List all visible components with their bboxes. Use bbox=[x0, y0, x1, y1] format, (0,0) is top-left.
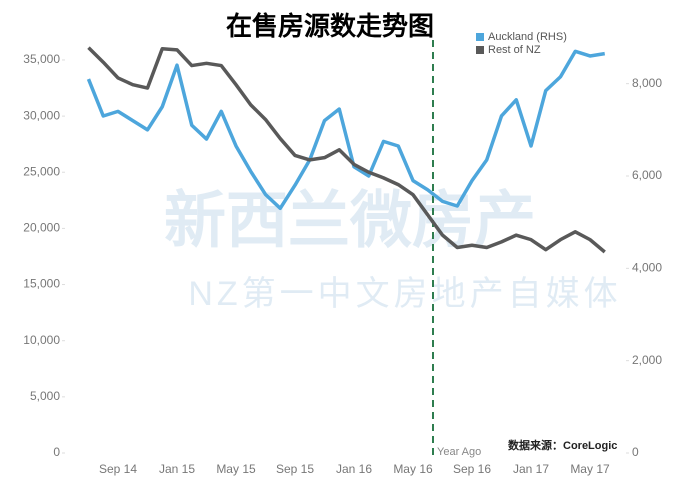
y2-tick-label: 2,000 bbox=[632, 353, 662, 367]
watermark: NZ第一中文房地产自媒体 bbox=[188, 275, 621, 313]
chart-title: 在售房源数走势图 bbox=[226, 11, 434, 41]
y-tick-label: 10,000 bbox=[23, 333, 60, 347]
x-tick-label: May 17 bbox=[570, 462, 610, 476]
series-line bbox=[86, 49, 606, 211]
y2-tick-label: 4,000 bbox=[632, 261, 662, 275]
y-tick-label: 35,000 bbox=[23, 52, 60, 66]
x-tick-label: Jan 15 bbox=[159, 462, 195, 476]
y-tick-label: 15,000 bbox=[23, 277, 60, 291]
y-tick-label: 30,000 bbox=[23, 108, 60, 122]
legend-label: Rest of NZ bbox=[488, 44, 541, 56]
y-tick-label: 5,000 bbox=[30, 389, 60, 403]
x-tick-label: Sep 15 bbox=[276, 462, 314, 476]
legend-label: Auckland (RHS) bbox=[488, 31, 567, 43]
x-tick-label: Sep 14 bbox=[99, 462, 137, 476]
y2-tick-label: 6,000 bbox=[632, 168, 662, 182]
y-tick-label: 0 bbox=[53, 445, 60, 459]
x-tick-label: Jan 17 bbox=[513, 462, 549, 476]
series-line bbox=[87, 46, 606, 254]
y2-tick-label: 0 bbox=[632, 445, 639, 459]
x-tick-label: Sep 16 bbox=[453, 462, 491, 476]
x-tick-label: Jan 16 bbox=[336, 462, 372, 476]
legend-swatch bbox=[476, 33, 484, 41]
y-tick-label: 20,000 bbox=[23, 221, 60, 235]
annotation: Year Ago bbox=[437, 446, 481, 458]
legend-swatch bbox=[476, 46, 484, 54]
y-tick-label: 25,000 bbox=[23, 164, 60, 178]
source: 数据来源：CoreLogic bbox=[508, 438, 617, 452]
x-tick-label: May 16 bbox=[393, 462, 433, 476]
x-tick-label: May 15 bbox=[216, 462, 256, 476]
y2-tick-label: 8,000 bbox=[632, 76, 662, 90]
